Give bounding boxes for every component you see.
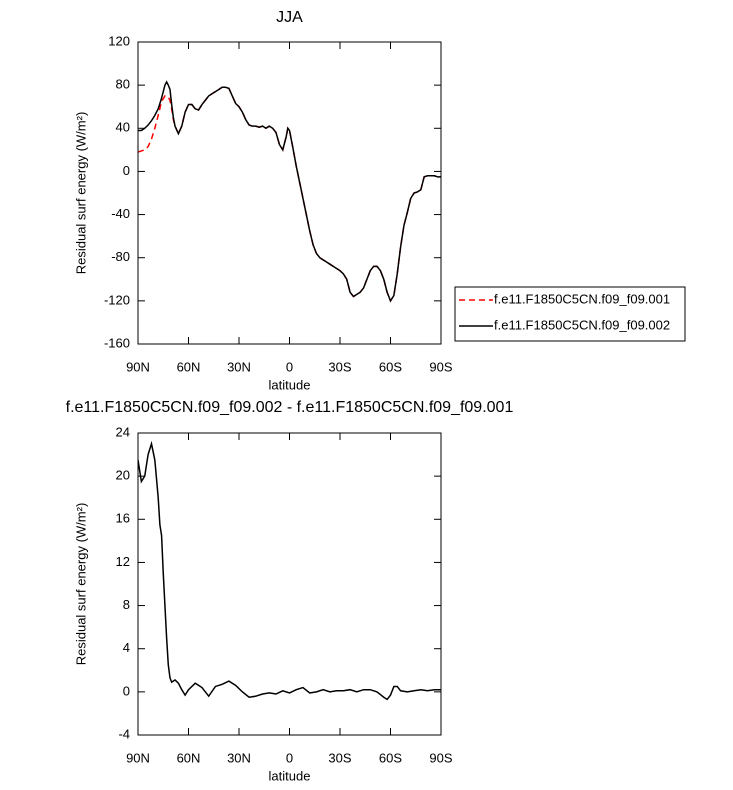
legend-box: [454, 286, 686, 342]
y-tick-label: 0: [123, 163, 130, 178]
x-tick-label: 60S: [379, 750, 402, 765]
x-tick-label: 30N: [227, 750, 251, 765]
x-tick-label: 0: [286, 750, 293, 765]
x-tick-label: 90S: [429, 750, 452, 765]
y-tick-label: -160: [104, 335, 130, 350]
x-tick-label: 60N: [177, 750, 201, 765]
y-tick-label: -4: [118, 726, 130, 741]
legend-label: f.e11.F1850C5CN.f09_f09.001: [494, 291, 670, 306]
y-tick-label: 20: [116, 468, 130, 483]
x-axis-label: latitude: [269, 377, 311, 392]
plot-frame: [137, 432, 442, 736]
y-tick-label: 8: [123, 597, 130, 612]
x-tick-label: 30N: [227, 359, 251, 374]
y-tick-label: -40: [111, 206, 130, 221]
y-tick-label: 80: [116, 77, 130, 92]
x-tick-label: 90N: [126, 359, 150, 374]
y-tick-label: 12: [116, 554, 130, 569]
x-tick-label: 30S: [328, 750, 351, 765]
chart-title: f.e11.F1850C5CN.f09_f09.002 - f.e11.F185…: [66, 399, 514, 416]
y-tick-label: 0: [123, 683, 130, 698]
series-line: [138, 440, 441, 701]
x-tick-label: 60N: [177, 359, 201, 374]
legend-label: f.e11.F1850C5CN.f09_f09.002: [494, 317, 670, 332]
x-tick-label: 0: [286, 359, 293, 374]
chart-title: JJA: [276, 9, 303, 26]
y-axis-label: Residual surf energy (W/m²): [73, 112, 88, 275]
x-tick-label: 90S: [429, 359, 452, 374]
y-tick-label: 16: [116, 511, 130, 526]
y-axis-label: Residual surf energy (W/m²): [73, 503, 88, 666]
y-tick-label: -120: [104, 292, 130, 307]
y-tick-label: 4: [123, 640, 130, 655]
y-tick-label: 24: [116, 424, 130, 439]
y-tick-label: -80: [111, 249, 130, 264]
plot-frame: [137, 41, 442, 345]
x-tick-label: 30S: [328, 359, 351, 374]
y-tick-label: 40: [116, 120, 130, 135]
y-tick-label: 120: [108, 33, 130, 48]
series-line: [138, 80, 441, 303]
x-axis-label: latitude: [269, 768, 311, 783]
x-tick-label: 60S: [379, 359, 402, 374]
x-tick-label: 90N: [126, 750, 150, 765]
